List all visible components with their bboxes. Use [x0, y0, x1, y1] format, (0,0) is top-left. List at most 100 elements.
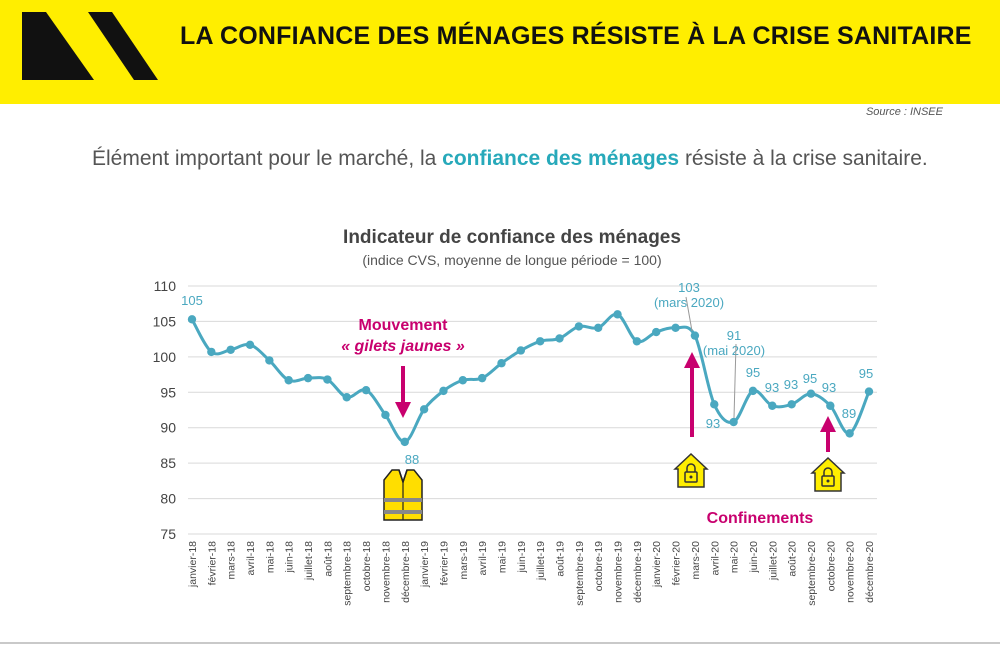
x-tick-label: novembre-20: [845, 541, 857, 603]
data-point: [690, 331, 700, 340]
bottom-divider: [0, 642, 1000, 644]
confinements-annotation: Confinements: [707, 510, 814, 527]
y-tick-label: 95: [160, 384, 176, 400]
data-point: [826, 401, 835, 410]
padlock-shackle: [686, 463, 696, 472]
x-tick-label: mai-18: [264, 541, 276, 573]
gilets-annotation-line1: Mouvement: [359, 317, 449, 334]
x-tick-label: septembre-18: [342, 541, 354, 606]
y-tick-label: 85: [160, 455, 176, 471]
data-point: [671, 323, 680, 333]
data-label: 93: [706, 416, 720, 431]
data-point: [748, 386, 758, 396]
x-tick-label: juillet-19: [535, 541, 547, 581]
data-label: 105: [181, 293, 203, 308]
data-label: 93: [784, 377, 798, 392]
x-tick-label: juillet-20: [767, 541, 779, 581]
data-point: [477, 373, 487, 383]
x-tick-label: juillet-18: [303, 541, 315, 581]
data-point: [845, 429, 854, 438]
y-axis: 75 80 85 90 95 100 105 110: [153, 278, 177, 542]
x-tick-label: août-19: [555, 541, 567, 577]
data-point: [381, 410, 390, 420]
x-tick-label: août-18: [322, 541, 334, 577]
house-shape: [810, 456, 846, 492]
x-tick-label: décembre-18: [400, 541, 412, 603]
x-tick-label: avril-19: [477, 541, 489, 576]
annotations: Mouvement « gilets jaunes » Confinements: [341, 317, 846, 527]
arrow-down-head: [395, 402, 411, 418]
data-point: [187, 315, 197, 324]
x-tick-label: avril-18: [245, 541, 257, 576]
house-shape: [673, 452, 709, 488]
x-tick-label: septembre-19: [574, 541, 586, 606]
source-note: Source : INSEE: [865, 106, 943, 118]
series-line: [187, 310, 874, 447]
data-point: [497, 359, 506, 368]
x-tick-label: avril-20: [709, 541, 721, 576]
y-tick-label: 100: [153, 349, 177, 365]
x-tick-label: mars-18: [226, 541, 238, 580]
intro-text-after: résiste à la crise sanitaire.: [679, 147, 928, 170]
data-label: 88: [405, 452, 419, 467]
x-tick-label: janvier-19: [419, 541, 431, 588]
arrow-up-head: [820, 416, 836, 432]
y-tick-label: 105: [153, 313, 177, 329]
leader-line: [685, 296, 693, 332]
data-label: 93: [822, 380, 836, 395]
data-label: 91: [727, 328, 741, 343]
data-point: [265, 356, 274, 365]
x-tick-label: août-20: [787, 541, 799, 577]
gilets-annotation-line2: « gilets jaunes »: [341, 338, 465, 355]
data-point: [323, 375, 332, 384]
data-point: [226, 345, 235, 354]
data-point: [458, 376, 467, 385]
data-point: [361, 385, 371, 395]
top-banner: LA CONFIANCE DES MÉNAGES RÉSISTE À LA CR…: [0, 0, 1000, 104]
data-label: 93: [765, 380, 779, 395]
intro-paragraph: Élément important pour le marché, la con…: [92, 145, 944, 172]
data-point: [768, 401, 777, 410]
y-tick-label: 110: [154, 278, 177, 294]
data-point: [284, 376, 293, 385]
chart-subtitle: (indice CVS, moyenne de longue période =…: [362, 252, 661, 268]
house-padlock-icon: [810, 456, 846, 492]
padlock-keyhole: [689, 475, 693, 479]
data-point: [245, 340, 255, 350]
x-tick-label: décembre-20: [864, 541, 876, 603]
data-point: [555, 334, 564, 343]
x-axis: janvier-18 février-18 mars-18 avril-18 mai-1…: [187, 541, 876, 606]
data-label: 89: [842, 406, 856, 421]
x-tick-label: novembre-19: [613, 541, 625, 603]
double-chevron-logo-icon: [22, 12, 158, 80]
data-point: [787, 400, 796, 409]
banner-title: LA CONFIANCE DES MÉNAGES RÉSISTE À LA CR…: [180, 22, 972, 50]
data-label: 95: [746, 365, 760, 380]
y-tick-label: 90: [160, 420, 176, 436]
data-point: [632, 337, 642, 346]
vest-reflective-stripe: [384, 498, 422, 502]
x-tick-label: mars-20: [690, 541, 702, 580]
data-point: [613, 310, 622, 319]
x-tick-label: mai-20: [729, 541, 741, 573]
x-tick-label: novembre-18: [380, 541, 392, 603]
data-point: [594, 323, 603, 333]
data-point: [806, 389, 816, 398]
intro-text-before: Élément important pour le marché, la: [92, 147, 443, 170]
house-padlock-icon: [673, 452, 709, 488]
data-point: [439, 386, 448, 396]
data-point: [400, 437, 409, 447]
intro-highlight: confiance des ménages: [442, 147, 680, 170]
x-tick-label: février-20: [671, 541, 683, 586]
x-tick-label: janvier-18: [187, 541, 199, 588]
x-tick-label: décembre-19: [632, 541, 644, 603]
data-label-note: (mai 2020): [703, 343, 765, 358]
data-point: [652, 327, 661, 337]
x-tick-label: février-19: [438, 541, 450, 586]
data-point: [207, 347, 216, 357]
data-label: 103: [678, 280, 700, 295]
data-point: [864, 387, 874, 396]
y-tick-label: 75: [160, 526, 176, 542]
data-label-note: (mars 2020): [654, 295, 724, 310]
